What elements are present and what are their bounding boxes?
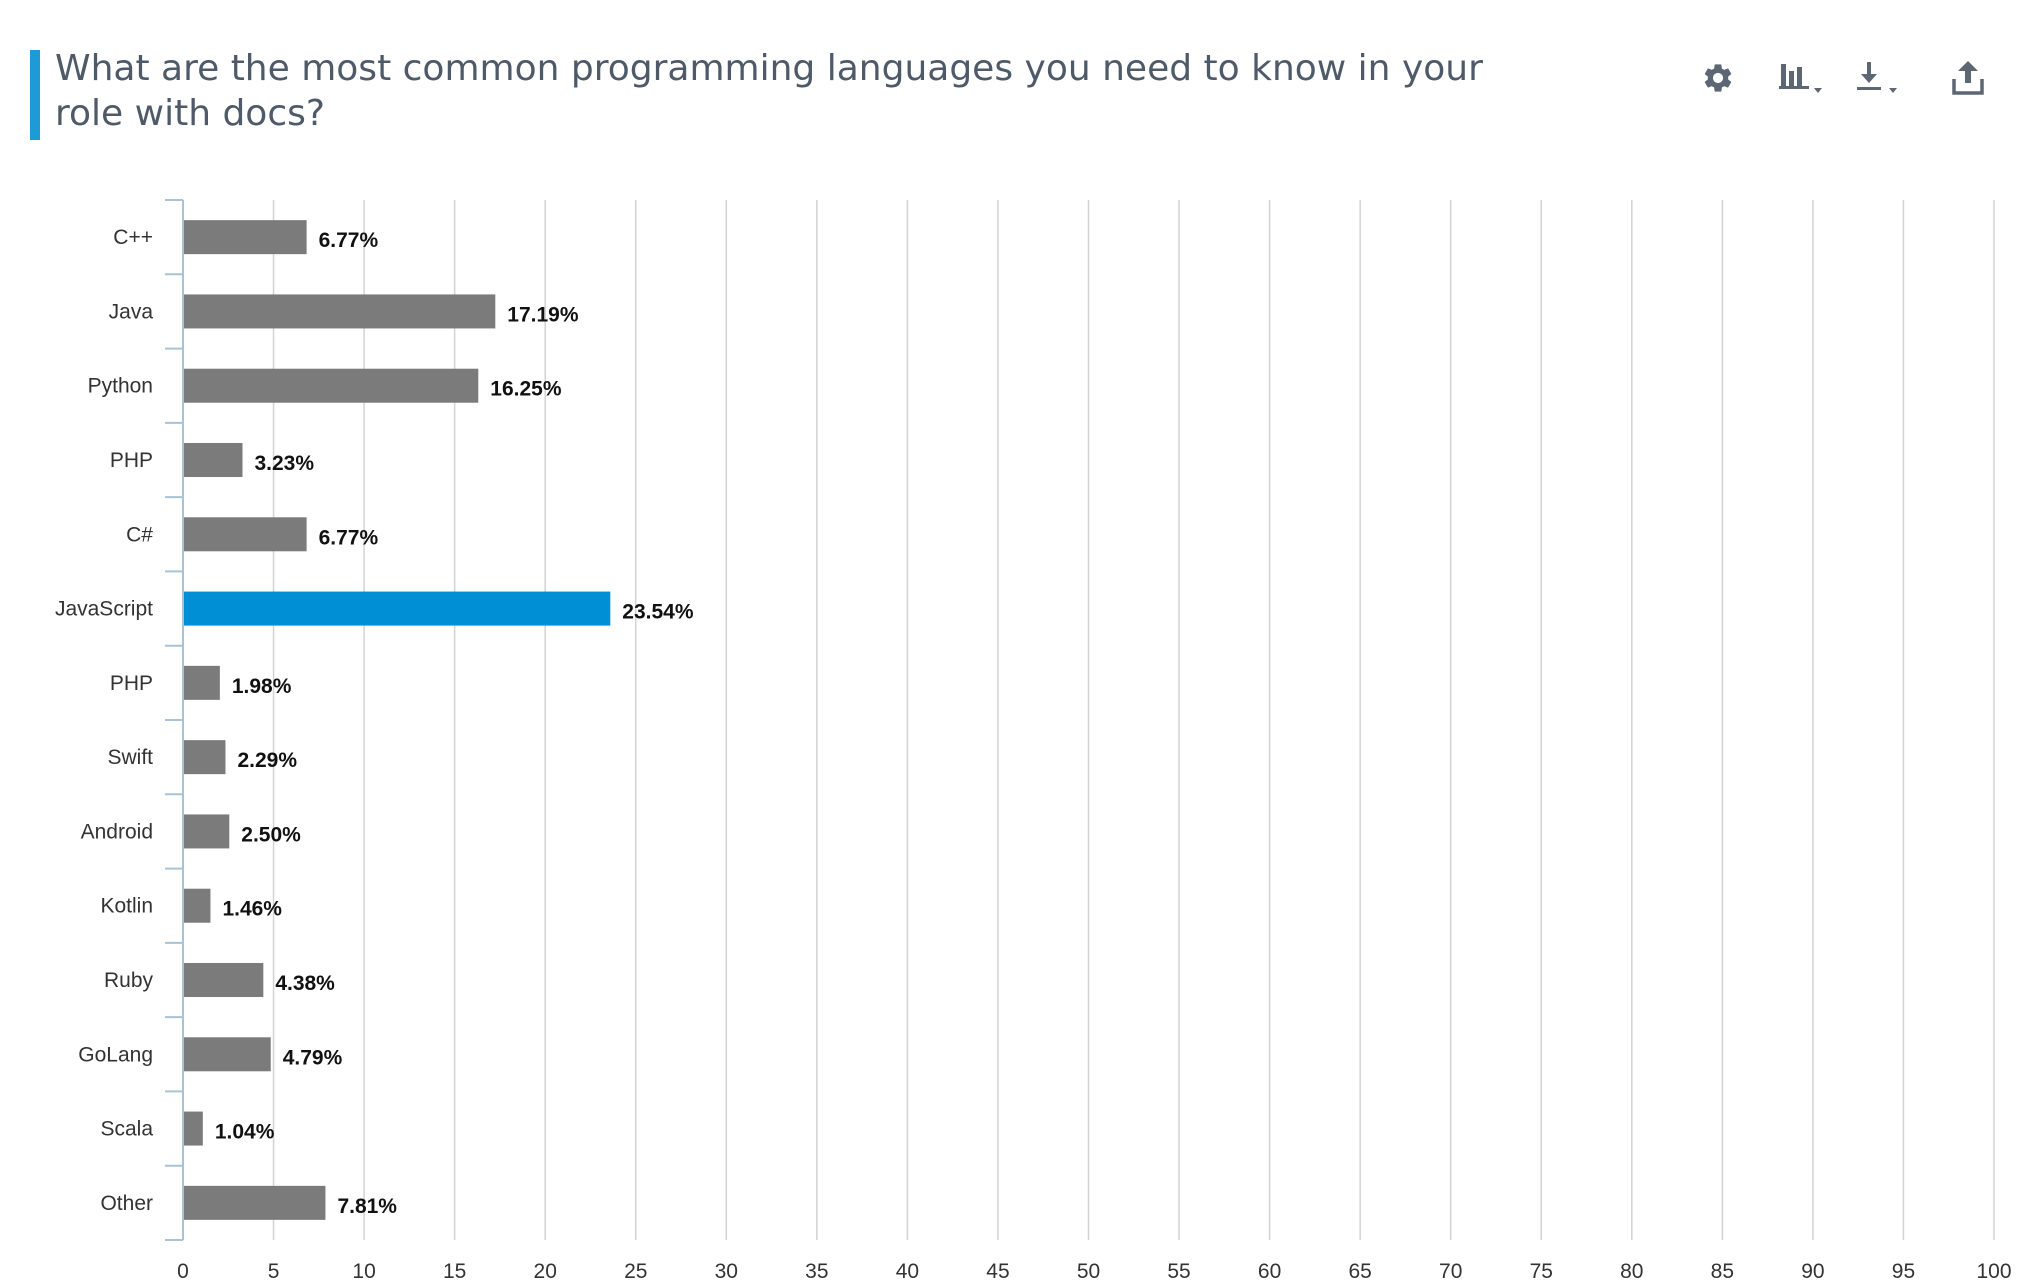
share-button[interactable]	[1940, 50, 1996, 106]
share-icon	[1952, 61, 1984, 95]
bar	[184, 517, 307, 552]
value-label: 1.98%	[232, 675, 292, 698]
bar	[184, 368, 479, 403]
value-label: 2.29%	[237, 749, 297, 772]
download-icon	[1857, 62, 1897, 93]
x-tick-label: 55	[1167, 1260, 1190, 1283]
bar	[184, 888, 211, 923]
x-tick-label: 100	[1976, 1260, 2011, 1283]
x-tick-label: 95	[1892, 1260, 1915, 1283]
category-label: Other	[100, 1192, 153, 1215]
bar	[184, 963, 264, 997]
category-label: Java	[109, 300, 154, 323]
category-label: Scala	[100, 1118, 153, 1141]
value-label: 1.04%	[215, 1121, 275, 1144]
x-tick-label: 60	[1258, 1260, 1281, 1283]
category-label: JavaScript	[55, 598, 153, 621]
bar	[184, 591, 611, 626]
value-label: 6.77%	[319, 526, 379, 549]
x-tick-label: 75	[1530, 1260, 1553, 1283]
settings-button[interactable]	[1690, 50, 1746, 106]
value-label: 2.50%	[241, 823, 301, 846]
value-label: 16.25%	[490, 378, 562, 401]
category-label: Android	[81, 820, 153, 843]
category-label: C#	[126, 523, 153, 546]
x-tick-label: 45	[986, 1260, 1009, 1283]
x-tick-label: 20	[534, 1260, 557, 1283]
bar	[184, 740, 226, 775]
bar	[184, 1111, 203, 1146]
title-accent-bar	[30, 50, 40, 140]
category-label: GoLang	[78, 1043, 153, 1066]
bar	[184, 665, 220, 700]
category-label: Python	[88, 375, 153, 398]
value-label: 6.77%	[319, 229, 379, 252]
x-tick-label: 50	[1077, 1260, 1100, 1283]
bar	[184, 1037, 271, 1072]
x-tick-label: 90	[1801, 1260, 1824, 1283]
x-tick-label: 35	[805, 1260, 828, 1283]
category-label: Swift	[107, 746, 153, 769]
category-label: Kotlin	[100, 895, 153, 918]
x-tick-label: 25	[624, 1260, 647, 1283]
gear-icon	[1704, 64, 1732, 92]
bar	[184, 1185, 326, 1220]
bar	[184, 814, 230, 849]
category-label: PHP	[110, 449, 153, 472]
x-tick-label: 10	[352, 1260, 375, 1283]
chart-toolbar	[0, 50, 2024, 110]
bar	[184, 220, 307, 255]
bar	[184, 443, 243, 477]
x-tick-label: 70	[1439, 1260, 1462, 1283]
x-tick-label: 85	[1711, 1260, 1734, 1283]
x-tick-label: 0	[177, 1260, 189, 1283]
download-button[interactable]	[1848, 50, 1918, 106]
x-tick-label: 15	[443, 1260, 466, 1283]
chart-type-button[interactable]	[1770, 50, 1840, 106]
bar	[184, 294, 496, 329]
value-label: 17.19%	[507, 303, 579, 326]
value-label: 4.38%	[275, 972, 335, 995]
x-tick-label: 30	[715, 1260, 738, 1283]
value-label: 3.23%	[254, 452, 314, 475]
chart-title: What are the most common programming lan…	[55, 48, 1483, 134]
category-label: C++	[113, 226, 153, 249]
x-tick-label: 40	[896, 1260, 919, 1283]
category-label: PHP	[110, 672, 153, 695]
value-label: 4.79%	[283, 1046, 343, 1069]
value-label: 7.81%	[337, 1195, 397, 1218]
x-tick-label: 5	[268, 1260, 280, 1283]
category-label: Ruby	[104, 969, 154, 992]
x-tick-label: 65	[1348, 1260, 1371, 1283]
x-tick-label: 80	[1620, 1260, 1643, 1283]
chart-type-icon	[1779, 64, 1822, 93]
value-label: 1.46%	[222, 898, 282, 921]
value-label: 23.54%	[622, 601, 694, 624]
